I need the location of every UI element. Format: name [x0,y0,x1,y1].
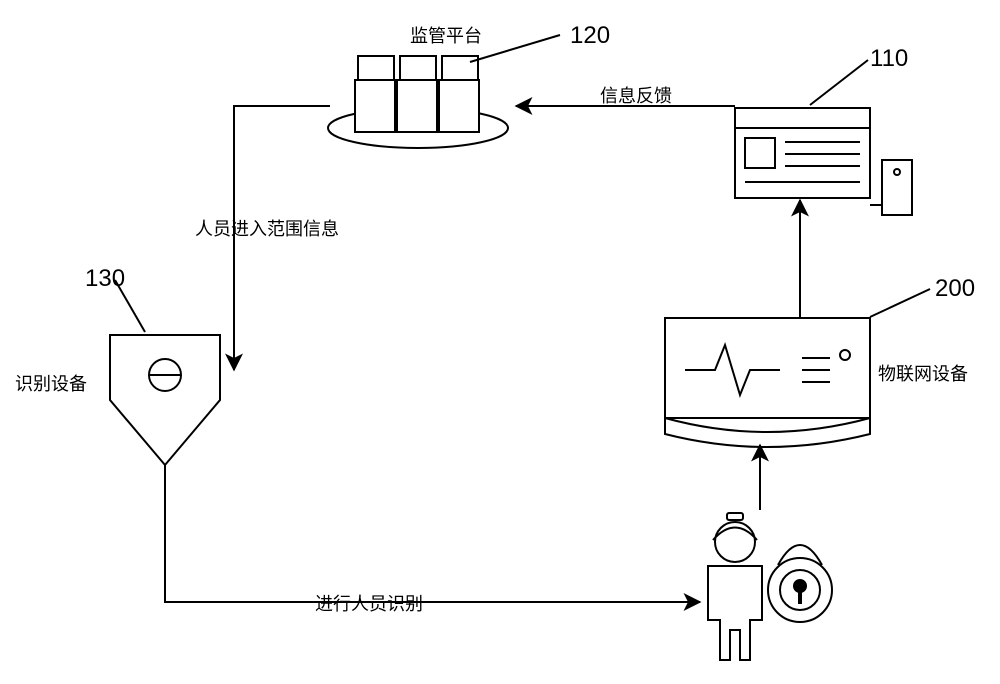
ref-110: 110 [870,45,908,73]
edge-recognize-label: 进行人员识别 [315,590,423,616]
iot-device-icon [665,318,870,447]
edge-range-label: 人员进入范围信息 [195,215,339,241]
ref-120: 120 [570,22,610,50]
diagram-svg [0,0,1000,684]
iot-label: 物联网设备 [878,360,968,386]
ref-leaders [115,35,930,332]
recognizer-label: 识别设备 [15,370,87,396]
ref-130: 130 [85,265,125,293]
platform-label: 监管平台 [410,22,482,48]
recognizer-shield-icon [110,335,220,465]
platform-icon [328,56,508,148]
diagram-canvas: 120 110 200 130 监管平台 物联网设备 识别设备 信息反馈 人员进… [0,0,1000,684]
edge-feedback-label: 信息反馈 [600,82,672,108]
person-lock-icon [708,513,832,660]
edges [165,106,800,602]
webserver-icon [735,108,912,215]
ref-200: 200 [935,275,975,303]
